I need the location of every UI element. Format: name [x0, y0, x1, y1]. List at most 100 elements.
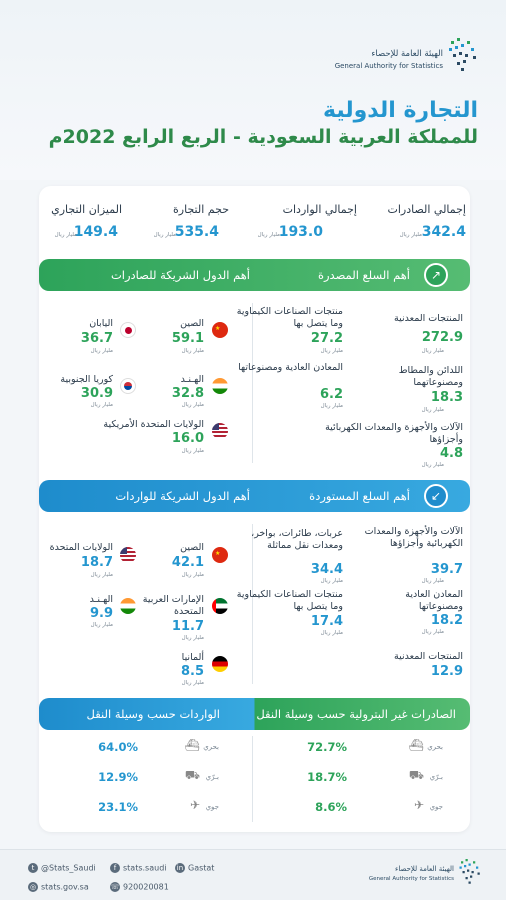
section-divider — [252, 303, 253, 463]
logo-arabic-text: الهيئة العامة للإحصاء — [371, 49, 443, 59]
import-partner-label: الولايات المتحدة — [49, 542, 113, 553]
transport-mode-label: بحري — [427, 743, 443, 751]
facebook-link[interactable]: f stats.saudi — [110, 863, 167, 873]
export-partner-value: 30.9 — [80, 386, 113, 401]
phone-link[interactable]: ☏ 920020081 — [110, 882, 169, 892]
summary-label: حجم التجارة — [173, 203, 229, 216]
phone-number: 920020081 — [123, 882, 169, 892]
transport-value: 12.9% — [98, 770, 138, 784]
gastat-logo-mark — [449, 38, 476, 71]
transport-mode-label: جوي — [429, 803, 443, 811]
export-partner-value: 59.1 — [171, 331, 204, 346]
import-good-value: 18.2 — [430, 613, 463, 628]
summary-value: 342.4 — [421, 224, 466, 240]
import-good-unit: مليار ريال — [320, 578, 343, 584]
import-good-value: 12.9 — [430, 664, 463, 679]
summary-label: إجمالي الواردات — [282, 203, 357, 216]
import-partner-unit: مليار ريال — [90, 572, 113, 578]
summary-value: 149.4 — [73, 224, 118, 240]
import-good-label: المعادن العادية ومصنوعاتها — [405, 589, 463, 612]
import-good-unit: مليار ريال — [421, 629, 444, 635]
website-url: stats.gov.sa — [41, 882, 89, 892]
transport-value: 18.7% — [307, 770, 347, 784]
import-good-unit: مليار ريال — [421, 578, 444, 584]
transport-mode-label: جوي — [205, 803, 219, 811]
import-partner-value: 9.9 — [89, 606, 113, 621]
plane-icon: ✈ — [413, 798, 424, 812]
gastat-logo: الهيئة العامة للإحصاء General Authority … — [335, 38, 479, 80]
import-good-label: الآلات والأجهزة والمعدات الكهربائية وأجز… — [364, 526, 463, 549]
export-good-label: المنتجات المعدنية — [394, 313, 463, 324]
usa-flag-icon — [212, 423, 228, 439]
summary-label: إجمالي الصادرات — [387, 203, 466, 216]
export-partner-label: الولايات المتحدة الأمريكية — [103, 419, 204, 430]
truck-icon: ⛟ — [408, 768, 424, 782]
export-partner-unit: مليار ريال — [181, 348, 204, 354]
export-good-label: اللدائن والمطاط ومصنوعاتهما — [398, 365, 463, 388]
import-partner-value: 18.7 — [80, 555, 113, 570]
korea-flag-icon — [120, 378, 136, 394]
export-partner-value: 36.7 — [80, 331, 113, 346]
export-partner-unit: مليار ريال — [181, 402, 204, 408]
summary-unit: مليار ريال — [54, 232, 77, 238]
export-partner-label: الصين — [180, 318, 204, 329]
transport-value: 72.7% — [307, 740, 347, 754]
exports-goods-title: أهم السلع المصدرة — [317, 268, 410, 282]
china-flag-icon: ★ — [212, 547, 228, 563]
import-good-value: 17.4 — [310, 614, 343, 629]
facebook-handle: stats.saudi — [123, 863, 167, 873]
summary-label: الميزان التجاري — [51, 203, 122, 216]
summary-value: 193.0 — [278, 224, 323, 240]
logo-english-text: General Authority for Statistics — [334, 62, 443, 70]
import-partner-label: الصين — [180, 542, 204, 553]
export-partner-label: كوريا الجنوبية — [60, 374, 113, 385]
world-map-background — [0, 0, 506, 180]
linkedin-handle: Gastat — [188, 863, 215, 873]
exports-section-bar: أهم السلع المصدرة أهم الدول الشريكة للصا… — [39, 259, 470, 291]
export-partner-value: 16.0 — [171, 431, 204, 446]
usa-flag-icon — [120, 547, 136, 563]
export-good-label: منتجات الصناعات الكيماوية وما يتصل بها — [236, 306, 343, 329]
exports-partners-title: أهم الدول الشريكة للصادرات — [110, 268, 250, 282]
ship-icon: ⛴ — [184, 738, 200, 752]
import-partner-value: 11.7 — [171, 619, 204, 634]
germany-flag-icon — [212, 656, 228, 672]
plane-icon: ✈ — [189, 798, 200, 812]
import-partner-unit: مليار ريال — [90, 622, 113, 628]
transport-exports-title: الصادرات غير البترولية حسب وسيلة النقل — [256, 707, 456, 721]
linkedin-icon: in — [175, 863, 185, 873]
import-partner-label: الهـنـد — [89, 594, 113, 605]
footer-logo-arabic: الهيئة العامة للإحصاء — [395, 865, 454, 873]
summary-unit: مليار ريال — [399, 232, 422, 238]
imports-partners-title: أهم الدول الشريكة للواردات — [115, 489, 250, 503]
twitter-link[interactable]: t @Stats_Saudi — [28, 863, 96, 873]
import-arrow-icon: ↙ — [424, 484, 448, 508]
transport-mode-label: بحري — [203, 743, 219, 751]
import-partner-value: 42.1 — [171, 555, 204, 570]
export-partner-unit: مليار ريال — [90, 348, 113, 354]
uae-flag-icon — [212, 598, 228, 614]
export-partner-label: اليابان — [89, 318, 113, 329]
transport-mode-label: بـرّي — [205, 773, 219, 781]
transport-value: 23.1% — [98, 800, 138, 814]
website-link[interactable]: ◎ stats.gov.sa — [28, 882, 89, 892]
transport-value: 8.6% — [315, 800, 347, 814]
export-good-unit: مليار ريال — [421, 348, 444, 354]
export-good-value: 18.3 — [430, 390, 463, 405]
linkedin-link[interactable]: in Gastat — [175, 863, 214, 873]
import-partner-unit: مليار ريال — [181, 572, 204, 578]
page-title: التجارة الدولية — [323, 98, 478, 123]
import-good-label: منتجات الصناعات الكيماوية وما يتصل بها — [236, 589, 343, 612]
summary-unit: مليار ريال — [153, 232, 176, 238]
import-partner-unit: مليار ريال — [181, 680, 204, 686]
export-good-label: المعادن العادية ومصنوعاتها — [238, 362, 343, 373]
export-good-value: 6.2 — [319, 387, 343, 402]
import-good-label: عربات، طائرات، بواخر، ومعدات نقل مماثلة — [251, 528, 343, 551]
export-good-unit: مليار ريال — [320, 403, 343, 409]
import-partner-unit: مليار ريال — [181, 635, 204, 641]
import-partner-value: 8.5 — [180, 664, 204, 679]
export-good-label: الآلات والأجهزة والمعدات الكهربائية وأجز… — [325, 422, 463, 445]
footer-logo-english: General Authority for Statistics — [368, 876, 454, 882]
export-good-value: 4.8 — [439, 446, 463, 461]
section-divider — [252, 736, 253, 822]
